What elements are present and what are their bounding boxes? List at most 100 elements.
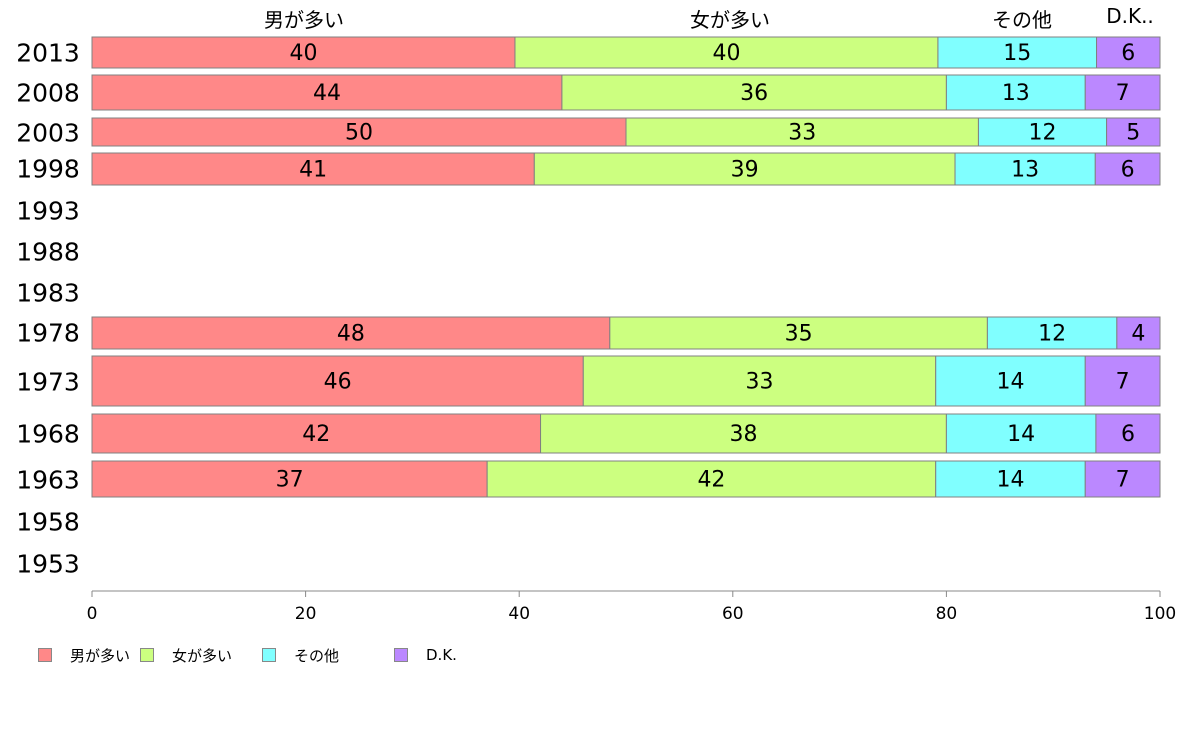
bar-value-label-1963-series-3: 7 [1116,468,1130,493]
bar-value-label-1978-series-3: 4 [1131,322,1145,347]
bar-1998-series-1 [533,152,956,186]
legend-label-dk: D.K. [426,646,457,664]
bar-value-label-1978-series-0: 48 [337,322,365,347]
year-label-1958: 1958 [16,508,80,537]
bar-2008-series-1 [561,74,947,111]
bar-1968-series-3 [1095,413,1161,454]
column-header-label-2: その他 [992,8,1052,32]
bar-value-label-2003-series-3: 5 [1126,121,1140,146]
x-tick-label-80: 80 [936,604,958,624]
legend-label-male: 男が多い [70,646,131,665]
x-tick-label-0: 0 [87,604,98,624]
bars-group: 40 40 15 6 44 36 13 7 50 33 12 5 41 39 13 6 48 35 12 4 46 33 1… [91,36,1161,498]
bar-1963-series-2 [935,460,1086,498]
bar-2013-series-1 [514,36,939,69]
bar-value-label-1973-series-2: 14 [996,370,1024,395]
bar-value-label-1968-series-3: 6 [1121,422,1135,447]
bar-1998-series-0 [91,152,535,186]
bar-1973-series-3 [1084,355,1161,407]
legend-item-other: その他 [262,645,394,666]
bar-value-label-1973-series-3: 7 [1116,370,1130,395]
bar-value-label-2008-series-1: 36 [740,81,768,106]
bar-2003-series-1 [625,117,979,147]
bar-value-label-1963-series-2: 14 [996,468,1024,493]
bar-2008-series-3 [1084,74,1161,111]
legend-label-other: その他 [294,646,340,665]
bar-1998-series-3 [1094,152,1161,186]
bar-1968-series-2 [945,413,1097,454]
year-label-2013: 2013 [16,39,80,68]
bar-value-label-1968-series-2: 14 [1007,422,1035,447]
year-label-1978: 1978 [16,319,80,348]
bar-value-label-2008-series-3: 7 [1116,81,1130,106]
bar-value-label-2003-series-2: 12 [1029,121,1057,146]
bar-1963-series-0 [91,460,488,498]
year-label-1953: 1953 [16,550,80,579]
bar-2008-series-2 [945,74,1086,111]
bar-value-label-1968-series-1: 38 [729,422,757,447]
x-tick-label-100: 100 [1144,604,1176,624]
year-label-1968: 1968 [16,420,80,449]
bar-value-label-2013-series-0: 40 [289,41,317,66]
bar-2003-series-3 [1106,117,1161,147]
year-label-1973: 1973 [16,368,80,397]
year-labels-group: 2013 2008 2003 1998 1993 1988 1983 1978 1973 1968… [16,39,80,579]
legend-swatch-male [38,648,52,662]
x-tick-label-40: 40 [508,604,530,624]
year-label-1993: 1993 [16,197,80,226]
bar-1973-series-1 [582,355,937,407]
x-tick-label-20: 20 [295,604,317,624]
x-tick-label-60: 60 [722,604,744,624]
bar-value-label-1998-series-0: 41 [299,158,327,183]
column-header-label-0: 男が多い [264,8,344,32]
year-label-2008: 2008 [16,79,80,108]
column-header-label-1: 女が多い [690,8,770,32]
bar-value-label-2013-series-2: 15 [1003,41,1031,66]
column-header-label-3: D.K.. [1106,4,1154,28]
bar-value-label-2008-series-0: 44 [313,81,341,106]
legend: 男が多い 女が多い その他 D.K. [38,645,486,665]
bar-value-label-2003-series-1: 33 [788,121,816,146]
bar-2003-series-0 [91,117,627,147]
bar-value-label-1978-series-2: 12 [1038,322,1066,347]
year-label-2003: 2003 [16,119,80,148]
bar-2013-series-0 [91,36,516,69]
year-label-1998: 1998 [16,155,80,184]
bar-value-label-1973-series-0: 46 [324,370,352,395]
bar-1978-series-1 [609,316,988,350]
bar-2013-series-3 [1096,36,1161,69]
bar-2008-series-0 [91,74,563,111]
bar-2013-series-2 [937,36,1098,69]
year-label-1963: 1963 [16,466,80,495]
bar-value-label-1968-series-0: 42 [302,422,330,447]
legend-item-female: 女が多い [140,645,262,666]
legend-item-dk: D.K. [394,646,486,664]
bar-1973-series-2 [935,355,1086,407]
legend-swatch-dk [394,648,408,662]
bar-value-label-2013-series-3: 6 [1121,41,1135,66]
bar-value-label-2008-series-2: 13 [1002,81,1030,106]
bar-value-label-1998-series-3: 6 [1121,158,1135,183]
year-label-1988: 1988 [16,238,80,267]
legend-swatch-other [262,648,276,662]
bar-1968-series-0 [91,413,542,454]
legend-swatch-female [140,648,154,662]
year-label-1983: 1983 [16,279,80,308]
bar-value-label-1998-series-2: 13 [1011,158,1039,183]
x-axis: 0 20 40 60 80 100 [87,590,1176,624]
bar-value-label-1973-series-1: 33 [746,370,774,395]
bar-1978-series-0 [91,316,611,350]
bar-value-label-1978-series-1: 35 [785,322,813,347]
bar-1978-series-2 [986,316,1118,350]
bar-value-label-1963-series-1: 42 [697,468,725,493]
bar-value-label-1963-series-0: 37 [276,468,304,493]
bar-1973-series-0 [91,355,584,407]
legend-label-female: 女が多い [172,646,233,665]
legend-item-male: 男が多い [38,645,140,666]
bar-value-label-2003-series-0: 50 [345,121,373,146]
bar-value-label-2013-series-1: 40 [712,41,740,66]
bar-1963-series-3 [1084,460,1161,498]
bar-1978-series-3 [1116,316,1161,350]
bar-value-label-1998-series-1: 39 [731,158,759,183]
